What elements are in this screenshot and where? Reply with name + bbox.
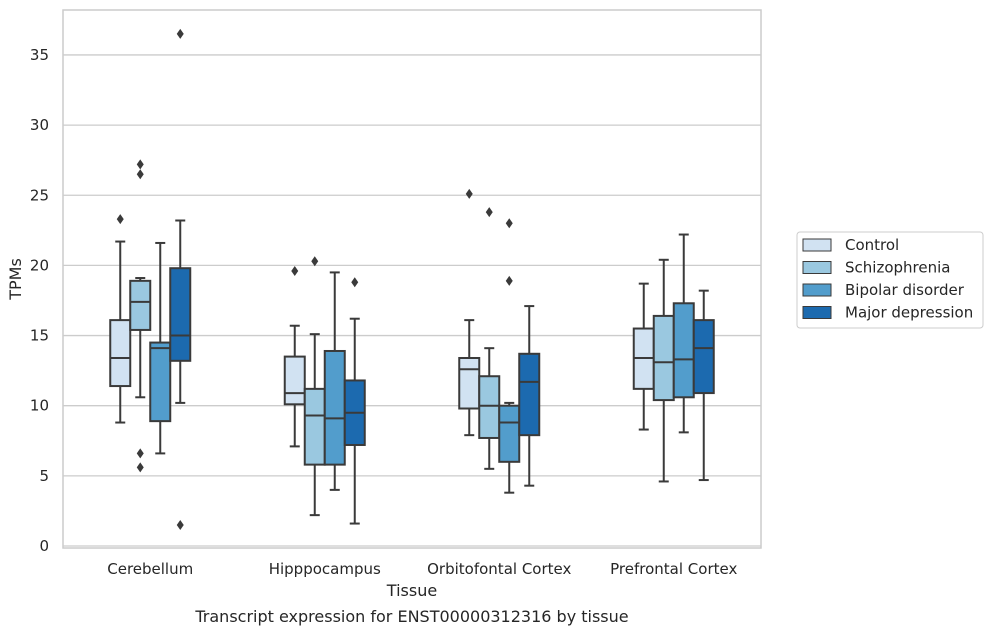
box-group bbox=[109, 214, 132, 424]
outlier-point bbox=[485, 207, 493, 218]
box-group bbox=[692, 289, 715, 482]
legend-items: Control Schizophrenia Bipolar disorder Majo… bbox=[802, 236, 973, 322]
series-group bbox=[149, 218, 695, 494]
box bbox=[458, 356, 481, 410]
x-tick-labels: Cerebellum Hipppocampus Orbitofontal Corte… bbox=[107, 560, 737, 578]
box-group bbox=[652, 258, 675, 483]
outlier-point bbox=[311, 256, 319, 267]
legend-item: Major depression bbox=[802, 304, 973, 322]
box-series bbox=[109, 28, 715, 530]
y-tick-label: 35 bbox=[30, 46, 49, 64]
legend-label: Schizophrenia bbox=[845, 259, 950, 277]
y-tick-label: 15 bbox=[30, 327, 49, 345]
y-tick-label: 20 bbox=[30, 256, 49, 274]
legend-item: Schizophrenia bbox=[802, 259, 950, 277]
outlier-point bbox=[291, 266, 299, 277]
box bbox=[692, 319, 715, 395]
box bbox=[129, 279, 152, 331]
box bbox=[672, 302, 695, 399]
legend-swatch bbox=[802, 283, 832, 297]
y-tick-label: 25 bbox=[30, 186, 49, 204]
outlier-point bbox=[136, 462, 144, 473]
box bbox=[498, 404, 521, 463]
y-tick-labels: 0 5 10 15 20 25 30 35 bbox=[30, 46, 49, 555]
outlier-point bbox=[505, 275, 513, 286]
box-group bbox=[343, 277, 366, 525]
outlier-point bbox=[505, 218, 513, 229]
plot-area bbox=[63, 10, 761, 548]
outlier-point bbox=[351, 277, 359, 288]
y-tick-label: 30 bbox=[30, 116, 49, 134]
outlier-point bbox=[136, 169, 144, 180]
box bbox=[652, 314, 675, 402]
legend-swatch bbox=[802, 306, 832, 319]
box-group bbox=[498, 218, 521, 494]
box-group bbox=[672, 233, 695, 434]
x-tick-label: Orbitofontal Cortex bbox=[427, 560, 571, 578]
series-group bbox=[109, 188, 655, 448]
outlier-point bbox=[136, 159, 144, 170]
legend-label: Major depression bbox=[845, 304, 973, 322]
outlier-point bbox=[465, 188, 473, 199]
box-group bbox=[518, 305, 541, 487]
y-tick-label: 5 bbox=[39, 467, 49, 485]
chart-caption: Transcript expression for ENST0000031231… bbox=[194, 607, 628, 626]
legend-label: Bipolar disorder bbox=[845, 281, 965, 299]
legend-item: Control bbox=[802, 236, 899, 254]
series-group bbox=[169, 28, 715, 530]
box-group bbox=[149, 241, 172, 455]
outlier-point bbox=[176, 28, 184, 39]
outlier-point bbox=[116, 214, 124, 225]
box-group bbox=[169, 28, 192, 530]
series-group bbox=[129, 159, 675, 517]
box bbox=[478, 375, 501, 439]
legend-swatch bbox=[802, 238, 832, 252]
outlier-point bbox=[136, 448, 144, 459]
box-group bbox=[283, 266, 306, 448]
y-axis-label: TPMs bbox=[6, 258, 25, 301]
y-tick-label: 0 bbox=[39, 537, 49, 555]
box-group bbox=[303, 256, 326, 517]
plot-frame bbox=[62, 9, 762, 549]
legend-label: Control bbox=[845, 236, 899, 254]
x-tick-label: Prefrontal Cortex bbox=[610, 560, 737, 578]
legend: Control Schizophrenia Bipolar disorder Majo… bbox=[796, 231, 984, 329]
box bbox=[169, 267, 192, 362]
box-group bbox=[478, 207, 501, 470]
box bbox=[109, 319, 132, 388]
x-axis-label: Tissue bbox=[386, 581, 437, 600]
y-tick-label: 10 bbox=[30, 397, 49, 415]
box-group bbox=[632, 282, 655, 431]
x-tick-label: Hipppocampus bbox=[269, 560, 381, 578]
box bbox=[149, 341, 172, 423]
box bbox=[518, 352, 541, 437]
outlier-point bbox=[176, 519, 184, 530]
legend-swatch bbox=[802, 261, 832, 274]
box-group bbox=[129, 159, 152, 473]
box bbox=[283, 355, 306, 406]
box bbox=[303, 387, 326, 466]
legend-frame bbox=[796, 231, 984, 329]
x-tick-label: Cerebellum bbox=[107, 560, 193, 578]
legend-item: Bipolar disorder bbox=[802, 281, 965, 299]
box bbox=[323, 349, 346, 466]
